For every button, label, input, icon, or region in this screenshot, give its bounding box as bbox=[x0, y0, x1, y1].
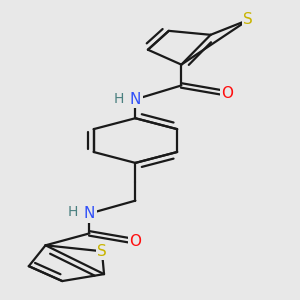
Text: H: H bbox=[68, 205, 78, 218]
Text: N: N bbox=[130, 92, 141, 107]
Text: O: O bbox=[129, 234, 141, 249]
Text: S: S bbox=[97, 244, 107, 259]
Text: S: S bbox=[243, 12, 253, 27]
Text: H: H bbox=[114, 92, 124, 106]
Text: O: O bbox=[221, 86, 233, 101]
Text: N: N bbox=[84, 206, 95, 221]
